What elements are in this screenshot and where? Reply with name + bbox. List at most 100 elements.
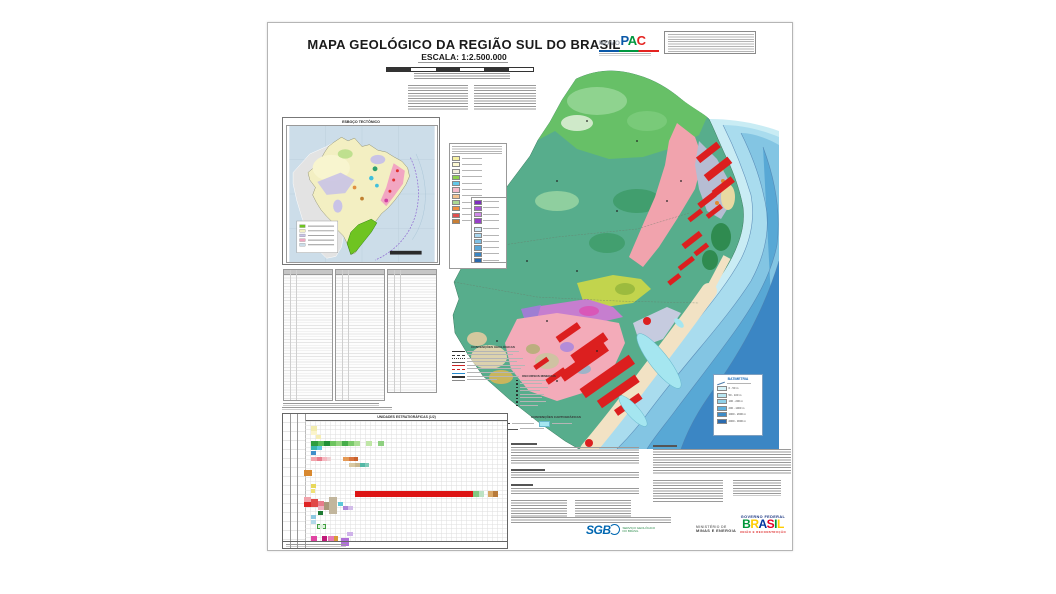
strat-cell [311,451,316,455]
strat-cell [338,502,343,506]
strat-cell [348,506,353,510]
wordmark-letter: A [627,33,637,48]
wordmark-letter: B [742,517,751,531]
program-text-box [664,31,756,54]
strat-chart-footer [283,541,507,548]
legend-label: 200 - 1000 m [728,406,745,410]
legend-label [461,195,482,198]
city-dots [496,120,682,382]
strat-cell [349,463,355,467]
province-teal-speck [372,166,378,172]
legend-row: 2000 - 3000 m [717,418,759,424]
legend-swatch [452,168,460,174]
strat-cell [317,524,326,529]
legend-label [483,259,499,262]
legend-swatch [717,399,727,405]
strat-cell [342,441,348,446]
legend-row [473,212,505,218]
legend-row: 100 - 200 m [717,399,759,405]
legend-row [473,245,505,251]
strat-cell [318,506,324,510]
province-lavender [317,172,355,195]
legend-label [461,157,482,160]
strat-cell [348,441,354,446]
wordmark-letter: P [620,33,629,48]
offshore-limit-line [374,157,419,261]
unit-tan-patch [721,184,735,210]
strat-cell [317,446,322,450]
legend-label [461,189,482,191]
strat-cell [311,515,316,519]
sgb-wordmark: SGB [586,523,611,537]
unit-chartreuse [577,275,651,307]
brasil-wordmark: BRASIL [734,517,792,531]
strat-cell [304,502,311,507]
sgb-subtitle: SERVIÇO GEOLÓGICO DO BRASIL [622,525,656,533]
legend-label [461,170,482,173]
strat-cell [322,457,327,461]
inset-brazil-map [286,125,438,263]
province-pantanal [333,199,343,213]
legend-row [473,199,505,205]
strat-cell [327,457,331,461]
credits-left [408,85,468,111]
bathymetry-legend: BATIMETRIA 0 - 50 m 50 - 100 m 100 - 200 m… [713,374,763,436]
legend-label [483,247,499,250]
province-red-speck [395,169,399,173]
legend-row [473,205,505,211]
strat-cell [316,435,321,439]
strat-cell [329,497,337,514]
legend-row [473,226,505,232]
sgb-arc-icon [608,524,620,535]
legend-label [483,228,499,231]
legend-label: 1000 - 2000 m [728,413,746,417]
inset-legend-title [452,146,502,154]
province-cyan-speck [375,183,379,188]
legend-row [473,251,505,257]
unit-table-3 [387,269,437,393]
legend-row [452,156,504,162]
legend-row: 0 - 50 m [717,386,759,392]
strat-cell [311,484,316,488]
unit-shield-purple [560,342,574,352]
map-sheet: MAPA GEOLÓGICO DA REGIÃO SUL DO BRASIL E… [267,22,793,551]
geologic-conventions-legend: CONVENÇÕES GEOLÓGICAS [452,345,534,383]
legend-label [461,163,482,166]
legend-label [483,201,499,204]
legend-label [483,253,499,256]
legend-swatch [452,218,460,224]
pac-color-bar [599,50,659,52]
legend-label: 50 - 100 m [728,393,742,397]
unit-dark-green [613,189,661,213]
legend-label [483,219,499,222]
legend-swatch [452,206,460,212]
unit-dark-green-coast [711,223,731,251]
legend-swatch [473,218,482,224]
strat-cell [311,457,317,461]
strat-cell [343,506,348,510]
strat-cell [473,491,479,497]
legend-label [483,213,499,216]
province-magenta-speck [384,198,389,203]
inset-title: ESBOÇO TECTÔNICO [342,120,380,124]
strat-chart-cells [283,414,507,546]
unit-pink-band [629,123,703,267]
unit-dark-green [589,233,625,253]
legend-swatch [452,181,460,187]
legend-row [473,258,505,264]
novo-pac-logo: NOVOPAC [599,32,659,56]
purple-swatches [473,199,505,224]
province-orange-speck [352,185,357,190]
legend-swatch [473,239,482,245]
legend-swatch [473,258,482,264]
strat-cell [311,489,315,493]
mineral-resources-legend: RECURSOS MINERAIS [516,374,562,408]
strat-cell [311,426,317,431]
table-footnote [283,403,379,406]
unit-table-2 [335,269,385,401]
legend-swatch [473,251,482,257]
legend-label [461,182,482,185]
bathymetry-rows: 0 - 50 m 50 - 100 m 100 - 200 m 200 - 1000 … [717,386,759,424]
strat-cell [324,441,330,446]
bathymetry-title: BATIMETRIA [727,377,749,381]
